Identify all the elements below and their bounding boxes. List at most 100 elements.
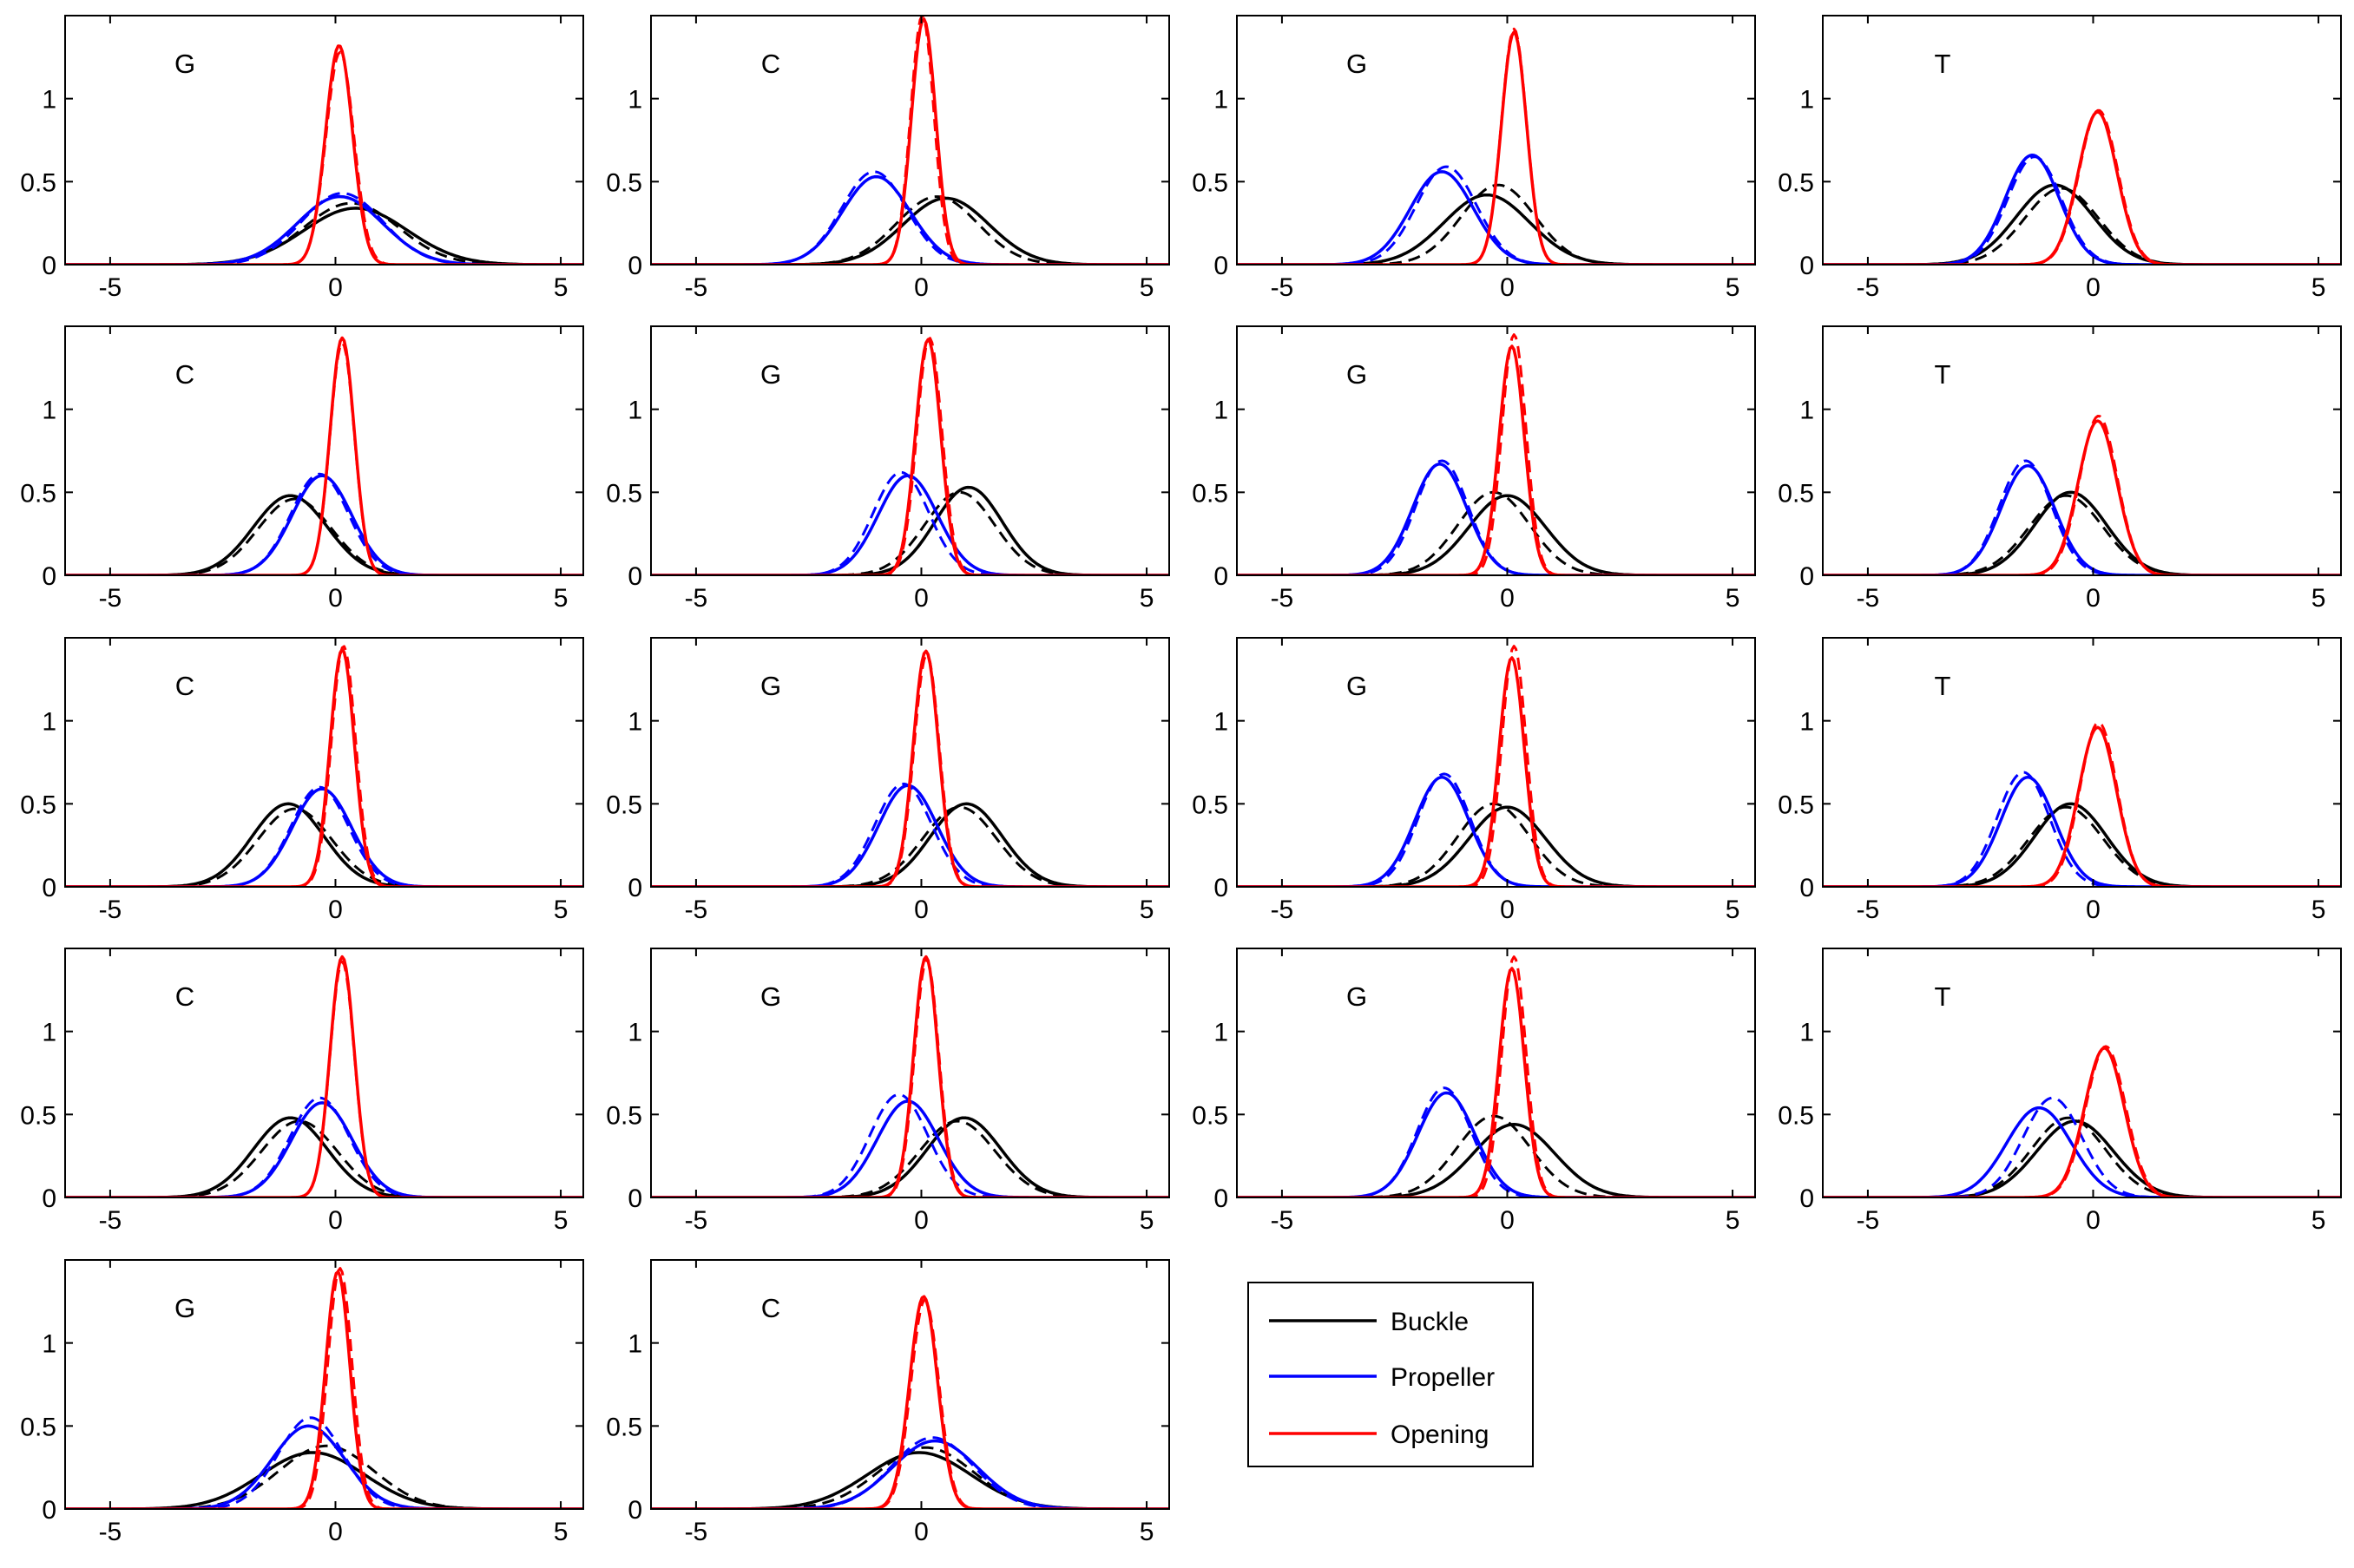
panel-3: -5 0 5 0 0.5 1 G xyxy=(1192,15,1756,302)
series-propeller-dashed-line xyxy=(65,1096,583,1197)
panel-2: -5 0 5 0 0.5 1 C xyxy=(606,15,1170,302)
series-propeller-dashed-line xyxy=(65,472,583,575)
panel-axes-frame xyxy=(1822,15,2342,266)
x-tick-label: -5 xyxy=(685,584,708,613)
x-tick-label: 0 xyxy=(1500,896,1515,924)
x-tick-label: 5 xyxy=(1140,896,1154,924)
x-tick-label: 5 xyxy=(2311,273,2326,302)
panel-base-label: T xyxy=(1935,49,1951,79)
x-tick-label: -5 xyxy=(99,1518,122,1546)
series-buckle-dashed-line xyxy=(65,1119,583,1197)
panel-16: -5 0 5 0 0.5 1 T xyxy=(1778,948,2342,1235)
series-propeller-dashed-line xyxy=(1237,772,1755,887)
x-tick-label: 5 xyxy=(1726,584,1740,613)
y-tick-label: 0 xyxy=(1213,1184,1228,1213)
x-tick-label: 0 xyxy=(914,273,929,302)
y-tick-label: 0.5 xyxy=(606,1101,642,1130)
x-tick-label: 0 xyxy=(2086,273,2101,302)
x-tick-label: 5 xyxy=(2311,584,2326,613)
panel-10: -5 0 5 0 0.5 1 G xyxy=(606,637,1170,924)
series-opening-dashed-line xyxy=(651,959,1169,1197)
panel-axes-frame xyxy=(1822,948,2342,1198)
panel-axes-frame xyxy=(1822,637,2342,888)
series-propeller-dashed-line xyxy=(1237,459,1755,575)
series-buckle-solid-line xyxy=(1823,802,2341,887)
panel-axes-frame xyxy=(64,325,584,576)
x-tick-label: 0 xyxy=(1500,1206,1515,1235)
x-tick-label: 5 xyxy=(1726,1206,1740,1235)
x-tick-label: 5 xyxy=(554,896,569,924)
panel-base-label: T xyxy=(1935,981,1951,1012)
panel-axes-frame xyxy=(64,637,584,888)
y-tick-label: 0.5 xyxy=(20,1413,56,1441)
legend-label-buckle: Buckle xyxy=(1391,1308,1469,1336)
series-propeller-dashed-line xyxy=(1237,165,1755,265)
x-tick-label: -5 xyxy=(1271,273,1294,302)
y-tick-label: 1 xyxy=(1799,397,1814,425)
x-tick-label: -5 xyxy=(99,273,122,302)
x-tick-label: -5 xyxy=(1857,273,1880,302)
y-tick-label: 0.5 xyxy=(606,791,642,819)
y-tick-label: 1 xyxy=(1213,397,1228,425)
y-tick-label: 1 xyxy=(42,1019,56,1047)
series-propeller-dashed-line xyxy=(1823,155,2341,265)
y-tick-label: 1 xyxy=(42,708,56,737)
y-tick-label: 0.5 xyxy=(20,168,56,197)
panel-base-label: T xyxy=(1935,359,1951,390)
x-tick-label: 0 xyxy=(328,1206,343,1235)
y-tick-label: 0.5 xyxy=(1192,791,1228,819)
panel-axes-frame xyxy=(64,1259,584,1510)
panel-curves xyxy=(1237,645,1755,887)
x-tick-label: -5 xyxy=(99,584,122,613)
y-tick-label: 0 xyxy=(628,1496,642,1525)
panel-axes-frame xyxy=(650,948,1170,1198)
x-tick-label: -5 xyxy=(1271,1206,1294,1235)
x-tick-label: -5 xyxy=(685,273,708,302)
series-opening-dashed-line xyxy=(65,645,583,887)
series-opening-dashed-line xyxy=(1823,1045,2341,1197)
y-tick-label: 1 xyxy=(1799,86,1814,115)
series-opening-dashed-line xyxy=(651,337,1169,575)
panel-curves xyxy=(1823,721,2341,887)
x-tick-label: 5 xyxy=(1140,1518,1154,1546)
y-tick-label: 0.5 xyxy=(1778,1101,1814,1130)
x-tick-label: 0 xyxy=(2086,584,2101,613)
y-tick-label: 1 xyxy=(42,1330,56,1359)
series-opening-solid-line xyxy=(1237,344,1755,575)
y-tick-label: 0 xyxy=(42,1184,56,1213)
series-propeller-dashed-line xyxy=(1823,459,2341,575)
series-propeller-solid-line xyxy=(65,1424,583,1509)
panel-axes-frame xyxy=(1236,15,1756,266)
y-tick-label: 1 xyxy=(628,397,642,425)
panel-curves xyxy=(1823,415,2341,575)
panel-base-label: G xyxy=(1346,49,1367,79)
panel-base-label: G xyxy=(1346,981,1367,1012)
x-tick-label: -5 xyxy=(99,896,122,924)
x-tick-label: 0 xyxy=(328,1518,343,1546)
x-tick-label: 0 xyxy=(328,273,343,302)
y-tick-label: 0.5 xyxy=(606,479,642,508)
y-tick-label: 0 xyxy=(1799,562,1814,591)
y-tick-label: 0.5 xyxy=(1192,479,1228,508)
y-tick-label: 0 xyxy=(42,874,56,902)
series-propeller-dashed-line xyxy=(1823,1096,2341,1197)
y-tick-label: 1 xyxy=(628,1330,642,1359)
series-propeller-solid-line xyxy=(1823,1105,2341,1197)
legend: Buckle Propeller Opening xyxy=(1247,1282,1534,1467)
series-opening-solid-line xyxy=(65,955,583,1197)
panel-base-label: T xyxy=(1935,671,1951,701)
panel-base-label: G xyxy=(174,1293,195,1323)
panel-base-label: G xyxy=(1346,359,1367,390)
x-tick-label: 5 xyxy=(1726,273,1740,302)
x-tick-label: 5 xyxy=(1140,584,1154,613)
panel-base-label: G xyxy=(1346,671,1367,701)
y-tick-label: 1 xyxy=(628,708,642,737)
series-opening-solid-line xyxy=(1823,725,2341,887)
series-buckle-solid-line xyxy=(1823,490,2341,575)
panel-base-label: G xyxy=(174,49,195,79)
panel-axes-frame xyxy=(64,15,584,266)
y-tick-label: 0 xyxy=(1213,562,1228,591)
x-tick-label: 0 xyxy=(914,584,929,613)
y-tick-label: 0.5 xyxy=(1192,1101,1228,1130)
panel-axes-frame xyxy=(1822,325,2342,576)
